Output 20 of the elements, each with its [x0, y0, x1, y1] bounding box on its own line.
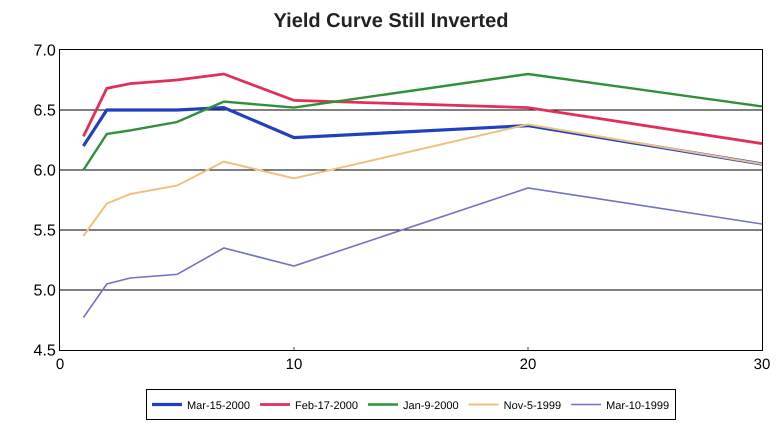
y-tick-label: 6.0	[34, 162, 56, 180]
y-tick-label: 7.0	[34, 42, 56, 60]
line-series	[82, 72, 762, 145]
line-series	[82, 187, 762, 318]
legend-label: Mar-15-2000	[187, 400, 250, 412]
y-tick-label: 5.0	[34, 282, 56, 300]
line-series	[82, 72, 762, 172]
chart-title: Yield Curve Still Inverted	[274, 10, 508, 32]
x-tick-label: 0	[56, 356, 64, 373]
legend-label: Nov-5-1999	[504, 400, 562, 412]
y-tick-label: 5.5	[34, 222, 56, 240]
legend-label: Jan-9-2000	[402, 400, 459, 412]
line-series	[82, 123, 762, 237]
x-tick-label: 10	[286, 356, 302, 373]
x-tick-label: 30	[754, 356, 770, 373]
y-tick-label: 6.5	[34, 102, 56, 120]
x-tick-label: 20	[520, 356, 536, 373]
legend-label: Feb-17-2000	[294, 400, 358, 412]
legend-label: Mar-10-1999	[606, 400, 670, 412]
y-tick-label: 4.5	[34, 342, 56, 360]
